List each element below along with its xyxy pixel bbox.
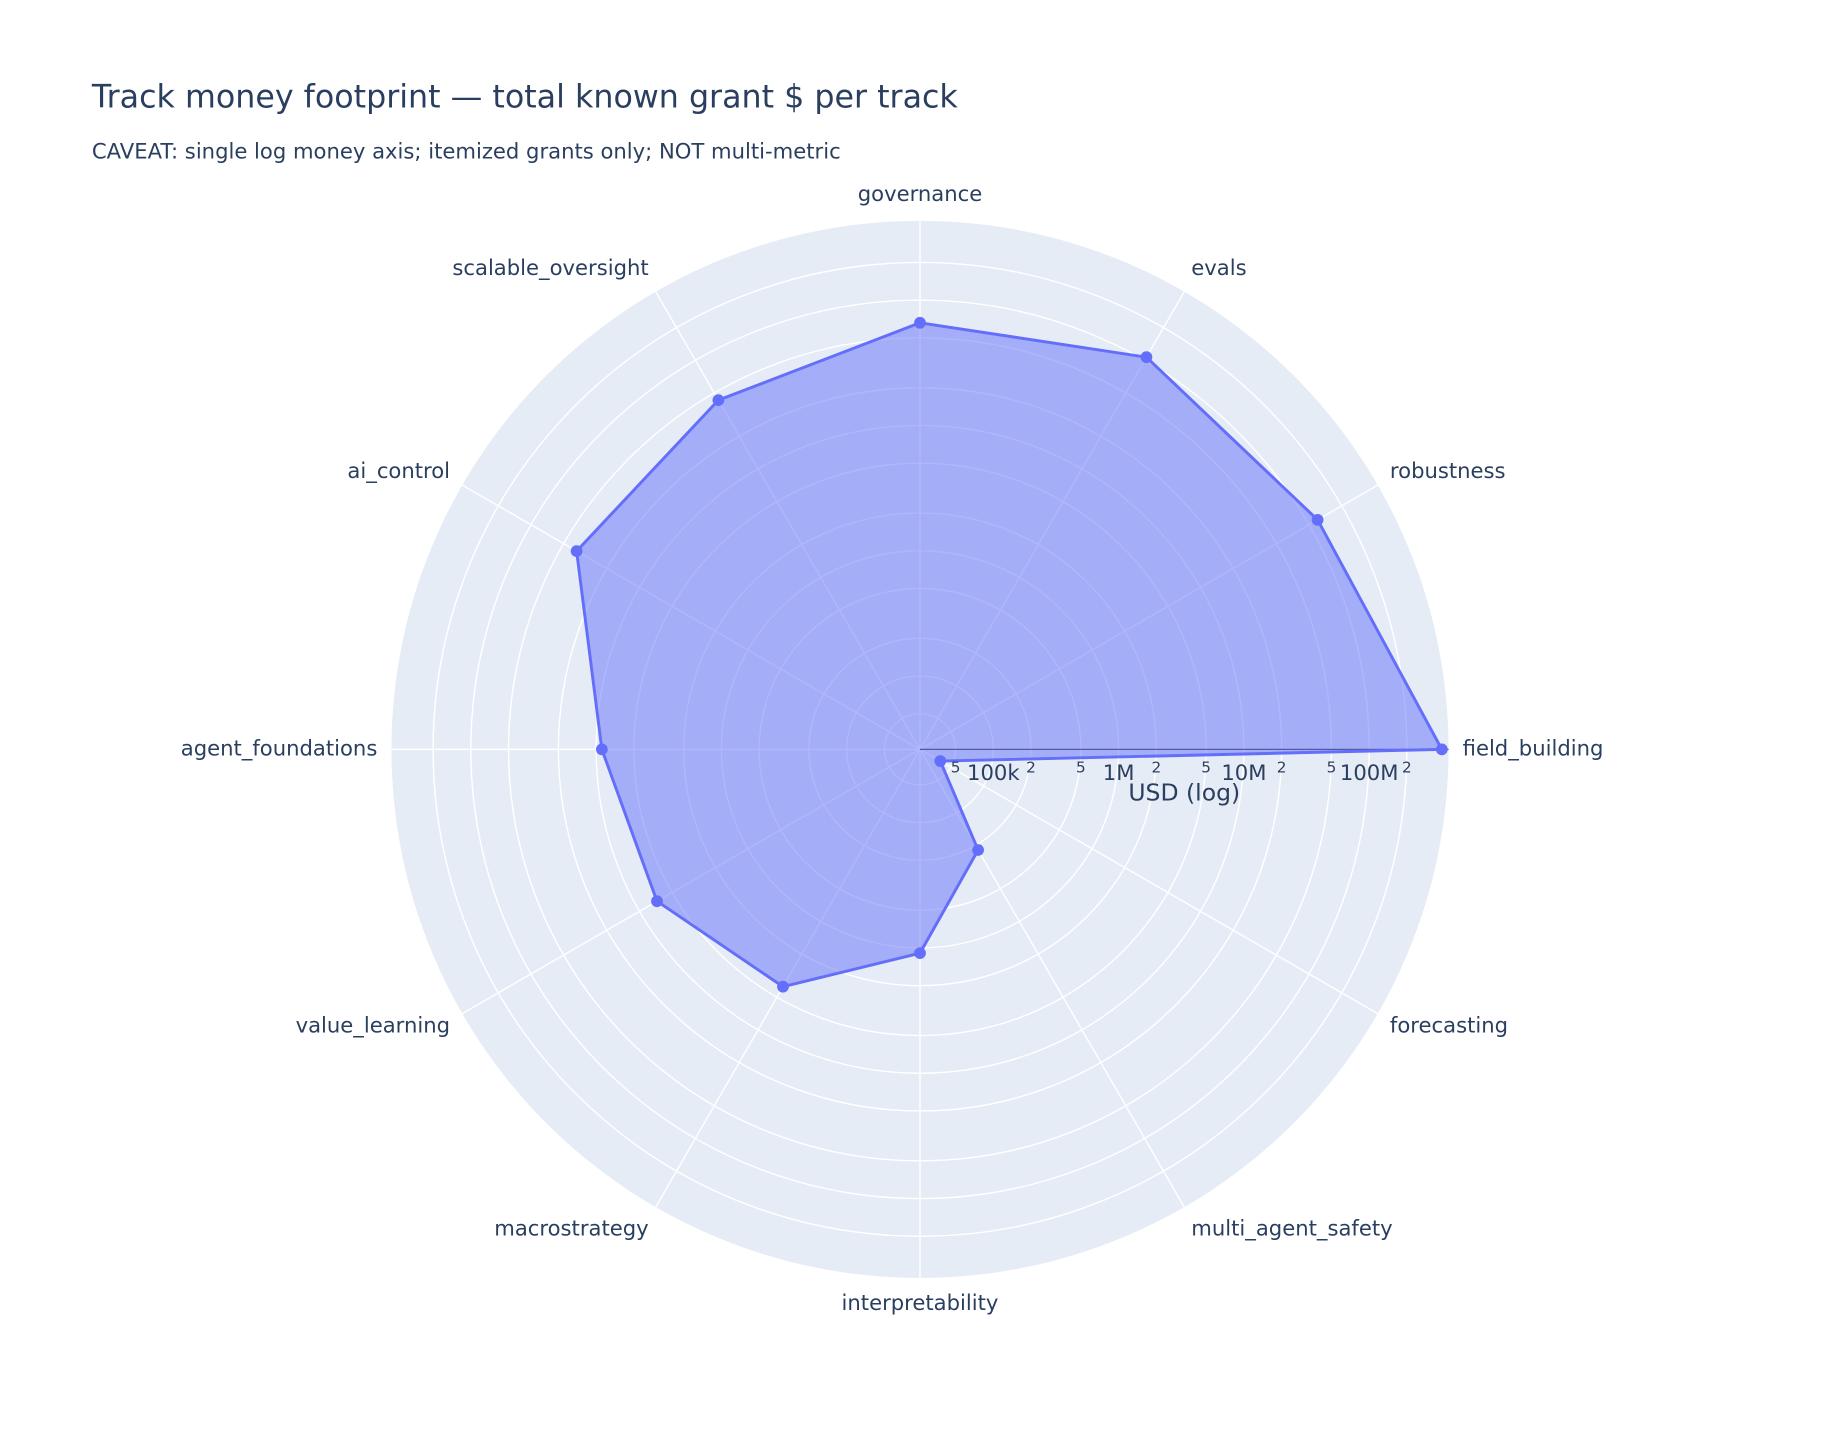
data-point [777, 980, 789, 993]
radial-tick-label: 5 [1327, 759, 1337, 777]
angular-tick-label: robustness [1390, 458, 1506, 483]
radial-tick-label: 5 [1201, 759, 1211, 777]
radial-tick-label: 2 [1402, 759, 1412, 777]
data-point [1140, 351, 1153, 364]
data-point [934, 755, 947, 767]
angular-tick-label: interpretability [842, 1290, 999, 1315]
data-point [712, 394, 725, 407]
data-point [570, 545, 583, 557]
radial-tick-label: 5 [951, 759, 961, 777]
radial-tick-label: 10M [1221, 760, 1266, 785]
radial-tick-label: 5 [1076, 759, 1086, 777]
angular-tick-label: evals [1191, 255, 1246, 280]
radial-tick-label: 2 [1277, 759, 1287, 777]
angular-tick-label: value_learning [296, 1013, 450, 1039]
angular-tick-label: scalable_oversight [452, 255, 648, 281]
radial-tick-label: 1M [1103, 760, 1135, 785]
data-point [595, 743, 608, 756]
data-point [1311, 513, 1324, 526]
radial-tick-label: 100M [1340, 760, 1399, 785]
data-point [914, 947, 926, 960]
angular-tick-label: ai_control [347, 458, 450, 484]
chart-subtitle: CAVEAT: single log money axis; itemized … [92, 139, 841, 164]
data-point [1435, 743, 1448, 756]
data-point [972, 844, 984, 856]
angular-tick-label: forecasting [1390, 1013, 1508, 1038]
chart-title: Track money footprint — total known gran… [91, 80, 959, 116]
data-point [651, 895, 663, 908]
angular-grid-line [919, 748, 1379, 1015]
angular-tick-label: field_building [1463, 735, 1604, 761]
angular-tick-label: multi_agent_safety [1191, 1215, 1392, 1241]
angular-tick-label: macrostrategy [494, 1215, 648, 1240]
angular-tick-label: governance [858, 181, 982, 206]
radial-axis-title: USD (log) [1128, 778, 1240, 806]
radial-tick-label: 2 [1151, 759, 1161, 777]
radial-tick-label: 2 [1026, 759, 1036, 777]
radial-tick-label: 100k [967, 760, 1020, 785]
angular-tick-label: agent_foundations [181, 735, 378, 761]
data-point [914, 316, 926, 329]
